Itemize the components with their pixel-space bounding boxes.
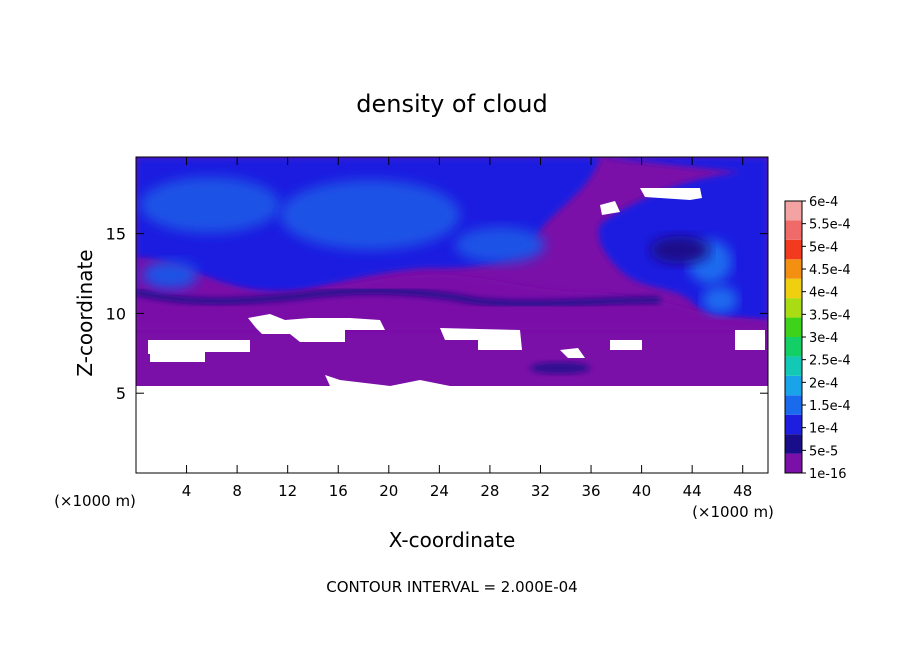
x-tick-label: 24 (430, 482, 449, 500)
x-tick-label: 36 (581, 482, 600, 500)
colorbar-label: 5e-4 (809, 240, 838, 255)
colorbar-label: 3.5e-4 (809, 308, 851, 323)
x-tick-label: 28 (480, 482, 499, 500)
colorbar-label: 6e-4 (809, 195, 838, 210)
colorbar-swatch (785, 356, 802, 376)
colorbar-label: 1e-16 (809, 467, 847, 482)
y-axis-label: Z-coordinate (73, 249, 97, 376)
y-tick-label: 15 (106, 225, 126, 244)
colorbar-swatch (785, 337, 802, 357)
colorbar-label: 2e-4 (809, 376, 838, 391)
colorbar-swatch (785, 317, 802, 337)
x-tick-label: 4 (182, 482, 192, 500)
x-tick-label: 20 (379, 482, 398, 500)
colorbar-label: 4e-4 (809, 286, 838, 301)
x-unit-label-right: (×1000 m) (692, 503, 774, 521)
colorbar-swatch (785, 220, 802, 240)
x-tick-label: 8 (232, 482, 242, 500)
field-no-cloud (136, 188, 768, 473)
x-tick-label: 32 (531, 482, 550, 500)
colorbar-swatch (785, 239, 802, 260)
colorbar-swatch (785, 395, 802, 415)
y-tick-label: 10 (106, 304, 126, 323)
x-axis: 4 8 12 16 20 24 28 32 36 40 44 48 (182, 157, 752, 500)
colorbar-label: 4.5e-4 (809, 263, 851, 278)
colorbar-swatch (785, 375, 802, 396)
colorbar-swatch (785, 278, 802, 299)
chart-title: density of cloud (356, 90, 547, 118)
colorbar-swatch (785, 453, 802, 473)
colorbar-label: 1.5e-4 (809, 399, 851, 414)
field-lower-band (530, 362, 590, 374)
x-tick-label: 48 (733, 482, 752, 500)
colorbar-swatch (785, 201, 802, 221)
colorbar: 1e-16 5e-5 1e-4 1.5e-4 2e-4 2.5e-4 3e-4 3.5e-4 4… (784, 195, 851, 482)
colorbar-label: 5e-5 (809, 444, 838, 459)
plot-frame (135, 156, 769, 474)
colorbar-swatch (785, 259, 802, 279)
colorbar-swatch (785, 414, 802, 435)
y-tick-label: 5 (116, 384, 126, 403)
colorbar-swatch (785, 434, 802, 454)
x-tick-label: 40 (632, 482, 651, 500)
contour-interval: CONTOUR INTERVAL = 2.000E-04 (326, 578, 577, 596)
colorbar-label: 3e-4 (809, 331, 838, 346)
x-tick-label: 44 (683, 482, 702, 500)
x-tick-label: 12 (278, 482, 297, 500)
colorbar-label: 5.5e-4 (809, 218, 851, 233)
y-axis: 5 10 15 (106, 225, 768, 403)
x-unit-label-left: (×1000 m) (54, 492, 136, 510)
colorbar-label: 2.5e-4 (809, 354, 851, 369)
x-axis-label: X-coordinate (389, 528, 516, 552)
colorbar-label: 1e-4 (809, 422, 838, 437)
x-tick-label: 16 (329, 482, 348, 500)
colorbar-swatch (785, 298, 802, 318)
field-medium-density (140, 177, 738, 314)
plot-area (136, 157, 768, 473)
